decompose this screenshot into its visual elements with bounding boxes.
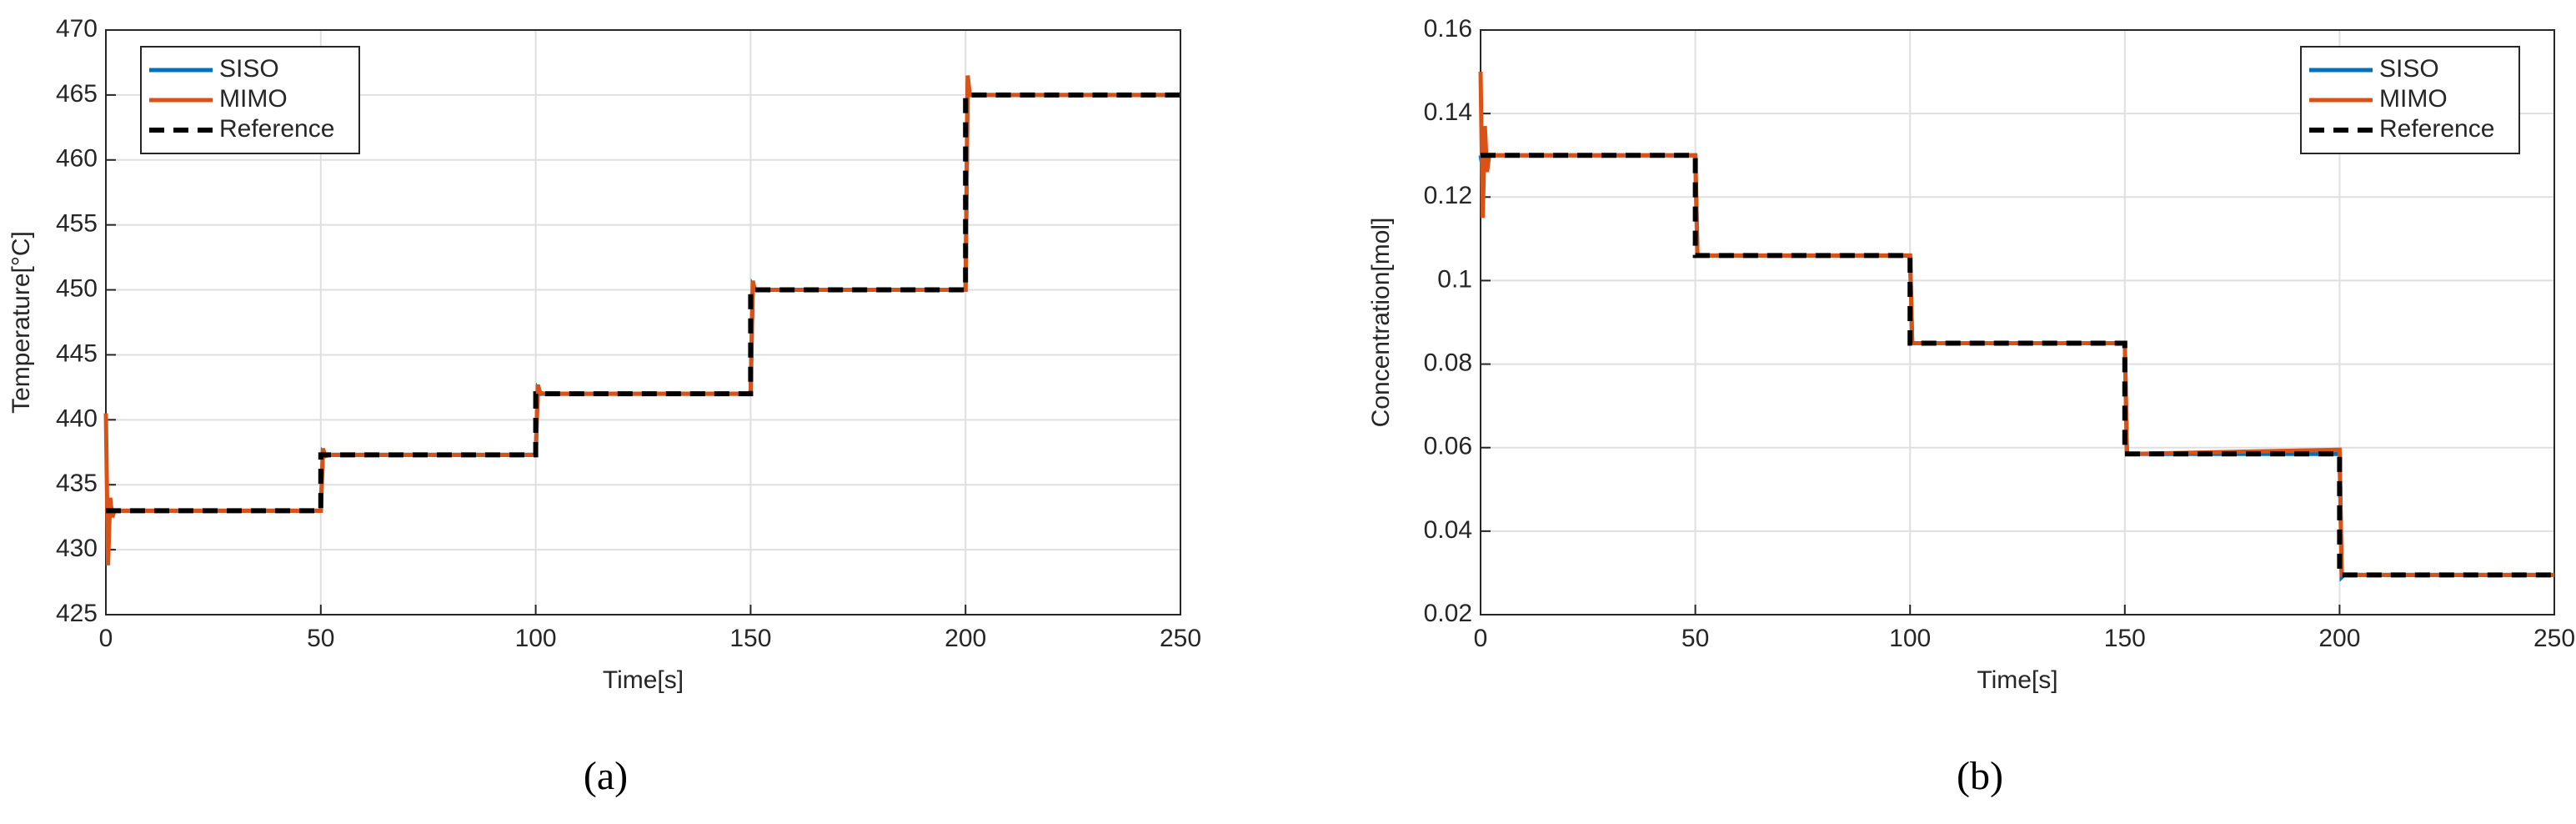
x-tick-label: 0 [1474, 625, 1488, 652]
x-tick-label: 0 [99, 625, 113, 652]
y-tick-label: 0.16 [1424, 15, 1472, 43]
y-axis-label: Concentration[mol] [1367, 218, 1395, 428]
y-tick-label: 0.12 [1424, 182, 1472, 209]
y-tick-label: 425 [56, 600, 98, 627]
x-tick-label: 250 [2533, 625, 2575, 652]
x-tick-label: 150 [2104, 625, 2146, 652]
y-tick-label: 0.08 [1424, 349, 1472, 376]
x-tick-label: 100 [1889, 625, 1931, 652]
x-tick-label: 50 [1681, 625, 1709, 652]
legend-label: MIMO [2379, 85, 2448, 113]
x-tick-label: 200 [945, 625, 986, 652]
y-tick-label: 0.06 [1424, 433, 1472, 460]
legend-label: Reference [219, 115, 334, 143]
x-tick-label: 150 [729, 625, 771, 652]
x-tick-label: 250 [1160, 625, 1201, 652]
y-tick-label: 450 [56, 274, 98, 302]
x-tick-label: 100 [515, 625, 557, 652]
caption: (b) [1957, 754, 2003, 798]
y-tick-label: 445 [56, 339, 98, 367]
y-tick-label: 455 [56, 210, 98, 238]
x-tick-label: 200 [2318, 625, 2360, 652]
y-tick-label: 0.1 [1437, 265, 1472, 293]
y-tick-label: 470 [56, 15, 98, 43]
y-tick-label: 440 [56, 404, 98, 432]
caption: (a) [584, 754, 628, 798]
series-line [1481, 153, 2554, 578]
x-axis-label: Time[s] [603, 666, 684, 694]
y-tick-label: 0.02 [1424, 600, 1472, 627]
y-tick-label: 430 [56, 535, 98, 562]
x-tick-label: 50 [307, 625, 334, 652]
y-axis-label: Temperature[°C] [8, 231, 35, 414]
y-tick-label: 465 [56, 80, 98, 108]
x-axis-label: Time[s] [1977, 666, 2057, 694]
legend-label: SISO [219, 55, 279, 83]
legend-label: MIMO [219, 85, 288, 113]
axes-box [105, 29, 1181, 615]
legend-label: SISO [2379, 55, 2439, 83]
y-tick-label: 435 [56, 470, 98, 497]
axes-box [1480, 29, 2555, 615]
y-tick-label: 0.14 [1424, 98, 1472, 126]
legend-label: Reference [2379, 115, 2494, 143]
y-tick-label: 0.04 [1424, 516, 1472, 544]
y-tick-label: 460 [56, 145, 98, 173]
series-line [106, 92, 1180, 514]
